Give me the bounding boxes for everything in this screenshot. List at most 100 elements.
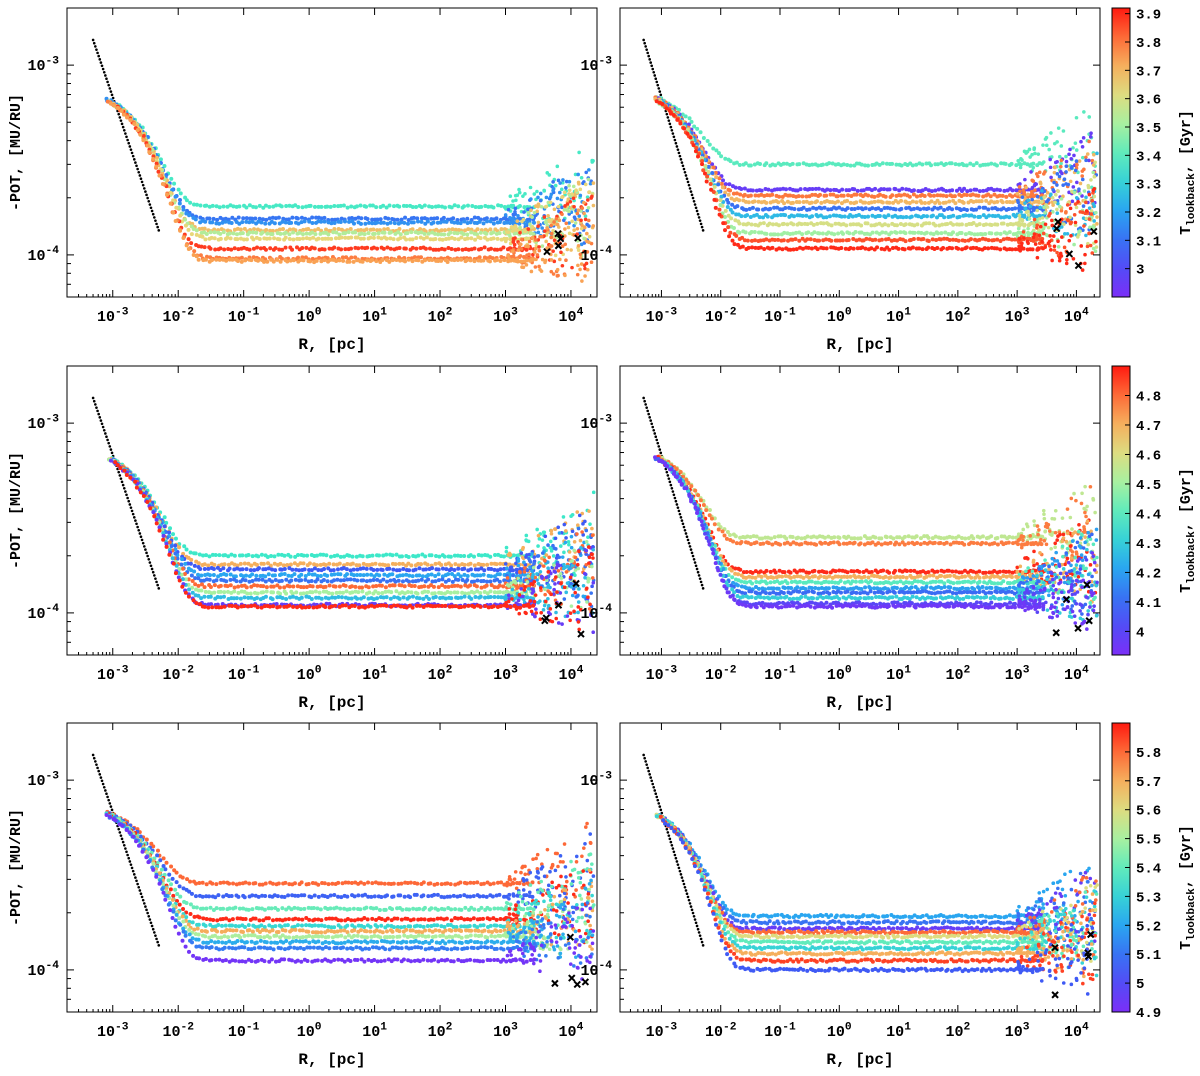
data-point [264, 236, 269, 241]
data-point [577, 214, 582, 218]
data-point [579, 176, 584, 180]
data-point [452, 230, 457, 235]
data-point [723, 182, 728, 187]
data-point [287, 584, 292, 589]
data-point [254, 562, 259, 567]
data-point [968, 188, 973, 193]
data-point [935, 231, 940, 236]
data-point [418, 562, 423, 567]
data-point [306, 227, 311, 232]
data-point [577, 150, 581, 155]
data-point [1045, 205, 1050, 209]
data-point [235, 566, 240, 571]
data-point [249, 258, 254, 263]
data-point [901, 215, 906, 220]
data-point [1084, 155, 1088, 160]
data-point [504, 230, 509, 234]
data-point [393, 562, 398, 567]
data-point [295, 245, 300, 250]
data-point [558, 544, 563, 548]
data-point [1049, 175, 1053, 180]
data-point [839, 246, 844, 251]
line-point [693, 203, 697, 206]
series-band [111, 102, 594, 271]
data-point [289, 220, 294, 225]
data-point [212, 562, 217, 567]
data-point [998, 238, 1003, 243]
data-point [423, 554, 428, 559]
data-point [721, 221, 726, 226]
data-point [557, 555, 562, 560]
data-point [750, 188, 755, 193]
data-point [849, 206, 854, 211]
data-point [1035, 172, 1039, 176]
data-point [584, 170, 589, 175]
data-point [545, 226, 549, 230]
data-point [745, 238, 750, 243]
data-point [585, 195, 590, 199]
data-point [409, 230, 414, 235]
data-point [1052, 141, 1057, 146]
data-point [183, 561, 188, 566]
line-point [105, 435, 108, 438]
data-point [204, 203, 209, 208]
data-point [682, 126, 687, 131]
data-point [340, 255, 345, 260]
data-point [811, 222, 816, 227]
data-point [145, 143, 150, 148]
data-point [485, 219, 490, 224]
data-point [370, 562, 375, 567]
data-point [513, 206, 518, 211]
data-point [986, 186, 991, 191]
data-point [506, 207, 511, 212]
line-point [94, 403, 97, 406]
data-point [767, 221, 772, 226]
line-point [148, 203, 152, 206]
data-point [244, 205, 249, 210]
data-point [191, 227, 196, 232]
data-point [455, 258, 460, 263]
data-point [235, 258, 240, 263]
data-point [1030, 185, 1035, 190]
data-point [1081, 204, 1086, 208]
data-point [465, 203, 470, 208]
data-point [374, 205, 379, 210]
cross-marker [1065, 250, 1074, 258]
data-point [468, 583, 473, 588]
data-point [965, 189, 970, 194]
data-point [337, 561, 342, 566]
data-point [1061, 129, 1066, 133]
data-point [380, 257, 385, 262]
line-point [669, 125, 673, 129]
data-point [704, 179, 709, 184]
data-point [558, 257, 562, 262]
data-point [331, 230, 336, 235]
data-point [559, 187, 564, 192]
line-point [136, 525, 139, 529]
data-point [293, 577, 298, 582]
data-point [263, 574, 268, 579]
data-point [368, 235, 373, 240]
data-point [532, 561, 536, 566]
data-point [196, 583, 201, 588]
data-point [516, 228, 520, 233]
data-point [1029, 170, 1033, 174]
data-point [398, 220, 403, 225]
data-point [403, 246, 408, 251]
data-point [582, 236, 586, 241]
data-point [725, 205, 730, 210]
data-point [304, 245, 309, 250]
data-point [321, 552, 326, 557]
data-point [1037, 213, 1042, 218]
data-point [551, 543, 555, 548]
data-point [572, 539, 577, 544]
data-point [223, 219, 228, 224]
data-point [299, 578, 304, 583]
data-point [426, 231, 431, 236]
data-point [522, 205, 527, 210]
line-point [105, 77, 108, 80]
data-point [783, 213, 788, 218]
data-point [781, 221, 786, 226]
data-point [1043, 210, 1047, 215]
data-point [790, 237, 795, 242]
